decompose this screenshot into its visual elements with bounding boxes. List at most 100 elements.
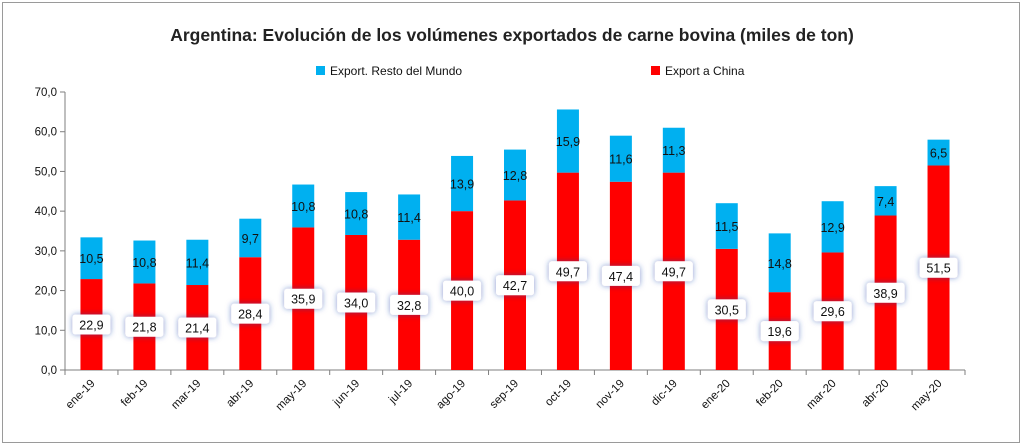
data-label-resto-del-mundo: 10,8: [344, 208, 368, 222]
y-tick-label: 10,0: [35, 325, 57, 337]
y-tick-label: 40,0: [35, 206, 57, 218]
data-label-china: 29,6: [820, 305, 844, 319]
bar-resto-del-mundo: [345, 192, 368, 235]
data-label-china-box: 21,4: [178, 317, 217, 338]
data-label-china-background: [813, 301, 852, 322]
y-tick-label: 0,0: [41, 365, 57, 377]
data-label-resto-del-mundo: 15,9: [556, 135, 580, 149]
data-label-china-box: 40,0: [443, 280, 482, 301]
bar-resto-del-mundo: [186, 239, 209, 286]
data-label-resto-del-mundo: 9,7: [242, 232, 259, 246]
bar-resto-del-mundo: [874, 186, 897, 216]
x-tick-label: mar-19: [169, 378, 203, 412]
x-tick-label: jul-19: [386, 378, 415, 407]
data-label-china-background: [654, 261, 693, 282]
bar-resto-del-mundo: [398, 194, 421, 240]
data-label-china-background: [443, 280, 482, 301]
data-label-china: 30,5: [715, 303, 739, 317]
data-label-china-box: 28,4: [231, 303, 270, 324]
x-tick-label: sep-19: [488, 378, 521, 411]
bar-resto-del-mundo: [927, 139, 950, 166]
data-label-resto-del-mundo: 13,9: [450, 178, 474, 192]
x-tick-label: dic-19: [649, 378, 680, 409]
data-label-china: 51,5: [926, 262, 950, 276]
data-label-china-box: 49,7: [548, 261, 587, 282]
data-label-resto-del-mundo: 11,5: [715, 220, 738, 234]
data-label-china-background: [548, 261, 587, 282]
data-label-china-background: [601, 265, 640, 286]
data-label-resto-del-mundo: 11,6: [609, 153, 632, 167]
data-label-china-background: [72, 314, 111, 335]
x-tick-label: jun-19: [331, 378, 363, 410]
y-tick-label: 60,0: [35, 127, 57, 139]
data-label-china-box: 35,9: [284, 288, 323, 309]
data-label-resto-del-mundo: 10,8: [291, 200, 315, 214]
data-label-china-box: 19,6: [760, 321, 799, 342]
data-label-china: 34,0: [344, 296, 368, 310]
data-label-china: 32,8: [397, 299, 421, 313]
bar-resto-del-mundo: [609, 135, 632, 182]
data-label-resto-del-mundo: 10,5: [79, 252, 103, 266]
y-tick-label: 30,0: [35, 246, 57, 258]
data-label-china-background: [919, 257, 958, 278]
data-label-china-box: 42,7: [496, 275, 534, 296]
data-label-resto-del-mundo: 11,4: [397, 211, 420, 225]
x-tick-label: oct-19: [543, 378, 574, 409]
x-tick-label: mar-20: [805, 378, 839, 412]
data-label-resto-del-mundo: 11,4: [186, 256, 209, 270]
data-label-china-background: [760, 321, 799, 342]
data-label-china: 42,7: [503, 279, 527, 293]
data-label-china-box: 34,0: [337, 292, 376, 313]
data-label-resto-del-mundo: 11,3: [662, 144, 685, 158]
bar-resto-del-mundo: [768, 233, 791, 293]
data-label-china: 47,4: [609, 270, 633, 284]
bar-resto-del-mundo: [715, 203, 738, 249]
x-tick-label: nov-19: [594, 378, 627, 411]
data-label-china-box: 22,9: [72, 314, 111, 335]
data-label-resto-del-mundo: 6,5: [930, 147, 947, 161]
x-tick-label: feb-19: [119, 378, 151, 410]
data-label-china: 21,8: [132, 321, 156, 335]
data-label-china-box: 38,9: [866, 282, 905, 303]
data-label-resto-del-mundo: 12,9: [820, 221, 844, 235]
x-tick-label: may-20: [909, 378, 945, 414]
data-label-china-background: [231, 303, 270, 324]
data-label-china-background: [496, 275, 534, 296]
data-label-china: 38,9: [873, 287, 897, 301]
data-label-china-box: 30,5: [707, 299, 746, 320]
data-label-china-background: [125, 316, 164, 337]
bar-resto-del-mundo: [504, 149, 526, 201]
data-label-china-box: 51,5: [919, 257, 958, 278]
data-label-china-box: 49,7: [654, 261, 693, 282]
chart-title: Argentina: Evolución de los volúmenes ex…: [170, 25, 854, 45]
bar-resto-del-mundo: [80, 237, 103, 280]
data-label-china-background: [178, 317, 217, 338]
y-tick-label: 50,0: [35, 166, 57, 178]
data-label-resto-del-mundo: 10,8: [132, 256, 156, 270]
x-tick-label: abr-20: [860, 378, 892, 410]
bar-resto-del-mundo: [821, 201, 844, 253]
data-label-china-background: [390, 294, 429, 315]
y-tick-label: 70,0: [35, 87, 57, 99]
data-label-china-box: 47,4: [601, 265, 640, 286]
bar-resto-del-mundo: [451, 155, 474, 212]
data-label-china: 28,4: [238, 308, 262, 322]
data-label-china-box: 29,6: [813, 301, 852, 322]
data-label-china: 40,0: [450, 285, 474, 299]
x-tick-label: may-19: [274, 378, 310, 414]
data-label-resto-del-mundo: 7,4: [877, 195, 894, 209]
data-label-resto-del-mundo: 14,8: [768, 257, 792, 271]
bar-resto-del-mundo: [556, 109, 579, 173]
data-label-china: 21,4: [185, 322, 209, 336]
legend-swatch-china: [651, 66, 660, 75]
x-tick-label: ago-19: [434, 378, 468, 412]
x-tick-label: feb-20: [754, 378, 786, 410]
data-label-china: 19,6: [768, 325, 792, 339]
data-label-china: 49,7: [556, 265, 580, 279]
legend-label-resto-del-mundo: Export. Resto del Mundo: [330, 64, 462, 78]
bar-resto-del-mundo: [662, 127, 685, 173]
x-tick-label: ene-20: [699, 378, 733, 412]
x-tick-label: ene-19: [64, 378, 98, 412]
x-tick-label: abr-19: [224, 378, 256, 410]
